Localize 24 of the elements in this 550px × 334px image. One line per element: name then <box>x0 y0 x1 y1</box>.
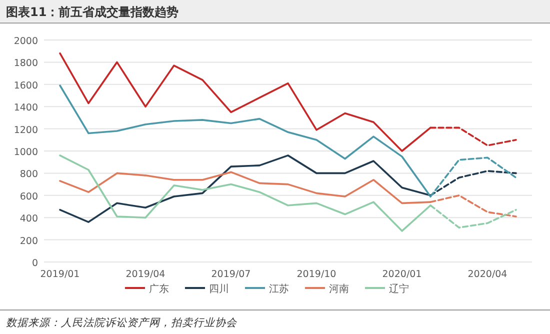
legend-label: 四川 <box>209 283 229 295</box>
chart-title: 图表11：前五省成交量指数趋势 <box>6 5 179 19</box>
y-tick-label: 1400 <box>14 102 38 114</box>
x-tick-label: 2019/04 <box>126 269 166 280</box>
y-tick-label: 1200 <box>14 124 38 136</box>
x-tick-label: 2019/10 <box>296 269 336 280</box>
legend-label: 江苏 <box>269 283 289 295</box>
legend-label: 广东 <box>149 283 169 295</box>
legend-label: 辽宁 <box>389 283 409 295</box>
x-tick-label: 2020/04 <box>468 269 508 280</box>
y-tick-label: 2000 <box>14 36 38 47</box>
y-tick-label: 400 <box>20 214 38 225</box>
y-tick-label: 1800 <box>14 58 38 70</box>
y-tick-label: 200 <box>20 236 38 247</box>
y-tick-label: 600 <box>20 191 38 202</box>
y-tick-label: 0 <box>32 258 38 269</box>
x-tick-label: 2019/01 <box>40 269 80 280</box>
y-tick-label: 1000 <box>14 147 38 158</box>
legend-label: 河南 <box>329 283 349 295</box>
x-tick-label: 2019/07 <box>211 269 251 280</box>
y-tick-label: 1600 <box>14 80 38 92</box>
source-note: 数据来源：人民法院诉讼资产网，拍卖行业协会 <box>6 317 238 329</box>
x-tick-label: 2020/01 <box>382 269 422 280</box>
y-tick-label: 800 <box>20 169 38 180</box>
